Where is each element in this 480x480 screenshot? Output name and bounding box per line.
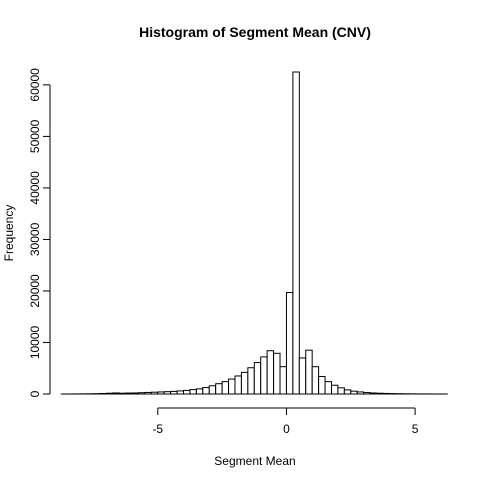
histogram-bar	[266, 350, 275, 395]
histogram-bar	[292, 71, 300, 395]
histogram-bar	[240, 371, 249, 395]
histogram-bar	[137, 392, 146, 395]
histogram-bar	[125, 392, 133, 395]
x-tick-label: 5	[412, 422, 419, 436]
histogram-bar	[363, 392, 371, 395]
y-tick-label: 20000	[28, 274, 42, 308]
histogram-bar	[157, 391, 165, 395]
histogram-bar	[105, 392, 114, 395]
histogram-bar	[215, 383, 223, 395]
histogram-bar	[131, 392, 139, 395]
histogram-bar	[253, 362, 262, 395]
histogram-bar	[234, 375, 242, 395]
histogram-bar	[356, 391, 365, 395]
histogram-bar	[279, 366, 287, 395]
chart-title: Histogram of Segment Mean (CNV)	[139, 24, 371, 40]
y-tick-label: 0	[28, 390, 42, 397]
y-axis-label: Frequency	[2, 205, 16, 262]
histogram-bar	[112, 392, 120, 395]
histogram-bar	[189, 389, 197, 395]
histogram-bar	[273, 352, 281, 395]
y-axis: 0 10000 20000 30000 40000 50000 60000	[28, 68, 51, 397]
histogram-bar	[170, 390, 178, 395]
histogram-bar	[305, 349, 313, 395]
histogram-bar	[99, 392, 107, 395]
histogram-bar	[369, 392, 378, 395]
histogram-bars	[60, 71, 448, 395]
histogram-bar	[221, 381, 230, 395]
histogram-bar	[163, 391, 172, 395]
histogram-bar	[337, 387, 345, 395]
y-tick-label: 50000	[28, 119, 42, 153]
histogram-bar	[285, 292, 294, 395]
histogram-bar	[208, 385, 217, 395]
histogram-bar	[183, 389, 191, 395]
x-tick-label: 0	[283, 422, 290, 436]
histogram-bar	[311, 366, 320, 395]
histogram-bar	[195, 388, 204, 395]
histogram-bar	[260, 356, 268, 395]
histogram-bar	[298, 357, 307, 395]
y-tick-label: 10000	[28, 325, 42, 359]
histogram-bar	[150, 391, 159, 395]
histogram-bar	[350, 390, 358, 395]
histogram-bar	[228, 378, 236, 395]
histogram-bar	[376, 392, 384, 395]
y-tick-label: 30000	[28, 222, 42, 256]
x-axis: -5 0 5	[152, 407, 419, 436]
x-axis-label: Segment Mean	[214, 454, 295, 468]
histogram-bar	[118, 392, 127, 395]
y-tick-label: 60000	[28, 68, 42, 102]
histogram-bar	[144, 391, 152, 395]
histogram-bar	[324, 381, 332, 395]
x-tick-label: -5	[152, 422, 163, 436]
y-tick-label: 40000	[28, 171, 42, 205]
histogram-bar	[343, 389, 352, 395]
histogram-bar	[382, 392, 390, 395]
histogram-bar	[202, 387, 210, 395]
histogram-bar	[318, 375, 326, 395]
histogram-bar	[330, 384, 339, 395]
histogram-bar	[176, 390, 185, 395]
histogram-bar	[247, 367, 255, 395]
